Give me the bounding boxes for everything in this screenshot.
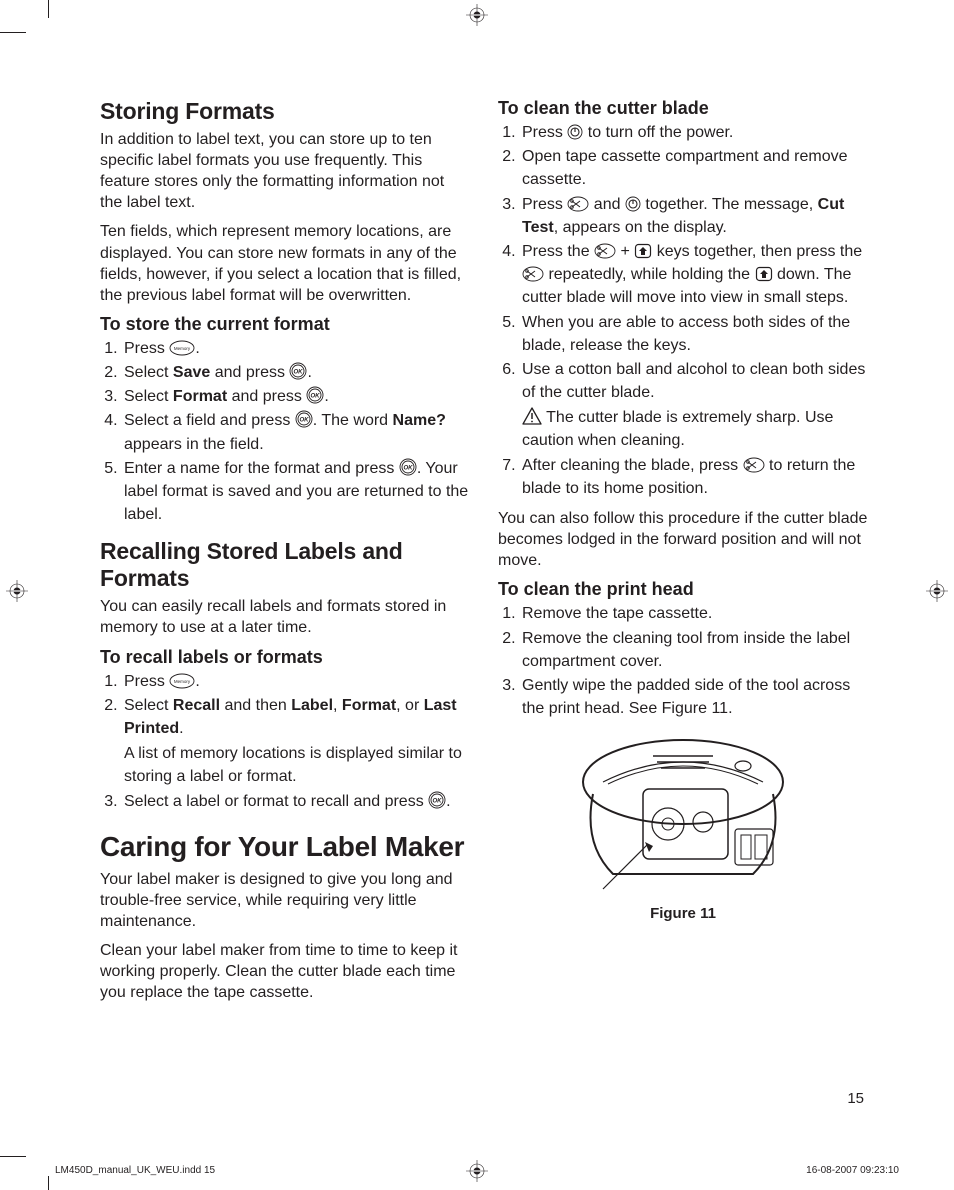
para: In addition to label text, you can store… <box>100 129 470 213</box>
para: Your label maker is designed to give you… <box>100 869 470 932</box>
heading-store-current: To store the current format <box>100 314 470 335</box>
list-item: Select Format and press . <box>122 385 470 408</box>
memory-button-icon <box>169 340 195 356</box>
footer-timestamp: 16-08-2007 09:23:10 <box>806 1165 899 1176</box>
list-item: Press to turn off the power. <box>520 121 868 144</box>
para: You can easily recall labels and formats… <box>100 596 470 638</box>
heading-storing-formats: Storing Formats <box>100 98 470 125</box>
heading-clean-blade: To clean the cutter blade <box>498 98 868 119</box>
ok-button-icon <box>399 458 417 476</box>
list-item: Select a label or format to recall and p… <box>122 790 470 813</box>
heading-recalling: Recalling Stored Labels and Formats <box>100 538 470 592</box>
list-item: Select a field and press . The word Name… <box>122 409 470 455</box>
list-recall: Press . Select Recall and then Label, Fo… <box>100 670 470 813</box>
cut-button-icon <box>567 196 589 212</box>
cut-button-icon <box>522 266 544 282</box>
list-item: When you are able to access both sides o… <box>520 311 868 357</box>
registration-mark-right <box>926 580 948 602</box>
ok-button-icon <box>289 362 307 380</box>
print-footer: LM450D_manual_UK_WEU.indd 15 16-08-2007 … <box>55 1165 899 1176</box>
list-head: Remove the tape cassette. Remove the cle… <box>498 602 868 720</box>
heading-recall-labels: To recall labels or formats <box>100 647 470 668</box>
list-item: Use a cotton ball and alcohol to clean b… <box>520 358 868 453</box>
list-item: Enter a name for the format and press . … <box>122 457 470 527</box>
right-column: To clean the cutter blade Press to turn … <box>498 98 868 1011</box>
list-item: Remove the cleaning tool from inside the… <box>520 627 868 673</box>
heading-clean-head: To clean the print head <box>498 579 868 600</box>
para: Ten fields, which represent memory locat… <box>100 221 470 305</box>
list-item: Press . <box>122 337 470 360</box>
heading-caring: Caring for Your Label Maker <box>100 831 470 863</box>
figure-caption: Figure 11 <box>498 905 868 922</box>
memory-button-icon <box>169 673 195 689</box>
ok-button-icon <box>295 410 313 428</box>
label-maker-illustration <box>553 734 813 894</box>
cut-button-icon <box>743 457 765 473</box>
list-store: Press . Select Save and press . Select F… <box>100 337 470 527</box>
list-item: Press . <box>122 670 470 693</box>
registration-mark-left <box>6 580 28 602</box>
power-button-icon <box>567 124 583 140</box>
list-item: Open tape cassette compartment and remov… <box>520 145 868 191</box>
para: You can also follow this procedure if th… <box>498 508 868 571</box>
list-item: Gently wipe the padded side of the tool … <box>520 674 868 720</box>
left-column: Storing Formats In addition to label tex… <box>100 98 470 1011</box>
para: Clean your label maker from time to time… <box>100 940 470 1003</box>
list-item: Select Save and press . <box>122 361 470 384</box>
page-content: Storing Formats In addition to label tex… <box>100 98 870 1011</box>
warning-icon <box>522 407 542 425</box>
list-blade: Press to turn off the power. Open tape c… <box>498 121 868 500</box>
page-number: 15 <box>847 1090 864 1107</box>
shift-button-icon <box>755 266 773 282</box>
footer-filename: LM450D_manual_UK_WEU.indd 15 <box>55 1165 215 1176</box>
cut-button-icon <box>594 243 616 259</box>
ok-button-icon <box>306 386 324 404</box>
ok-button-icon <box>428 791 446 809</box>
list-item: Select Recall and then Label, Format, or… <box>122 694 470 789</box>
list-item: Press and together. The message, Cut Tes… <box>520 193 868 239</box>
figure-11: Figure 11 <box>498 734 868 922</box>
registration-mark-top <box>466 4 488 26</box>
list-item: Press the + keys together, then press th… <box>520 240 868 310</box>
list-item: After cleaning the blade, press to retur… <box>520 454 868 500</box>
shift-button-icon <box>634 243 652 259</box>
list-item: Remove the tape cassette. <box>520 602 868 625</box>
power-button-icon <box>625 196 641 212</box>
